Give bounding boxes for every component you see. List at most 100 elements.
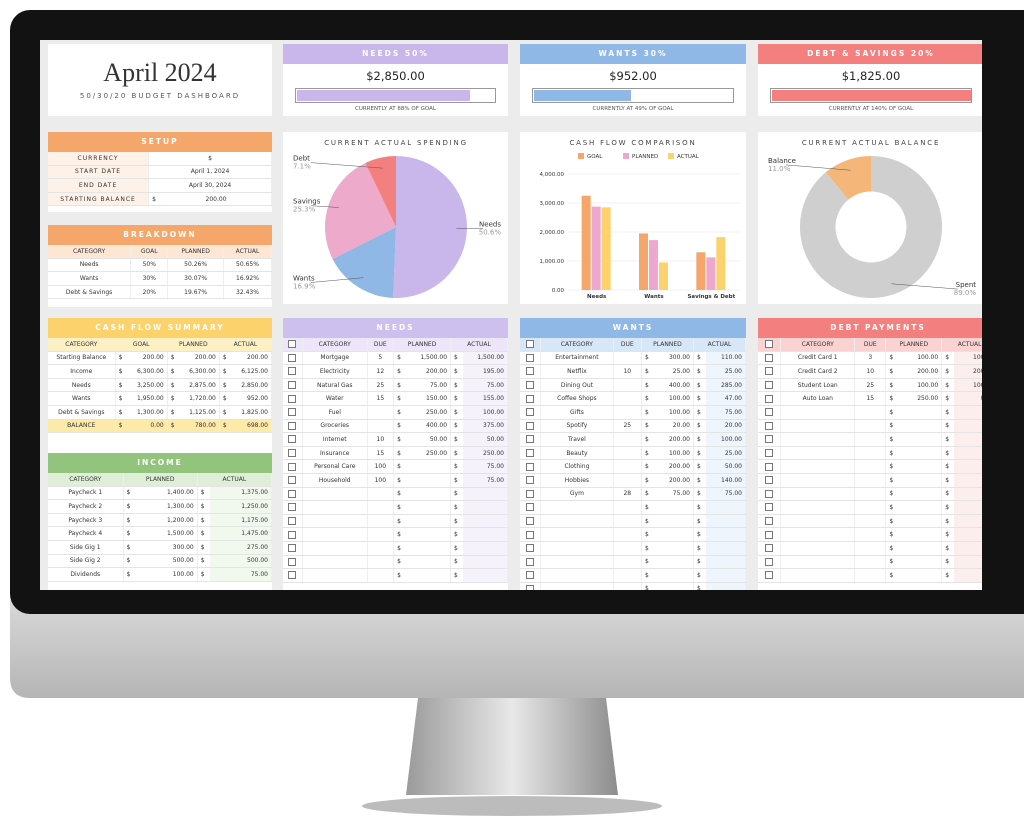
checkbox[interactable]: [765, 449, 774, 458]
checkbox[interactable]: [765, 462, 774, 471]
cell: [613, 568, 642, 583]
checkbox[interactable]: [288, 408, 297, 417]
cell: [780, 555, 856, 570]
checkbox[interactable]: [526, 517, 535, 526]
leader-line: [891, 283, 959, 290]
checkbox[interactable]: [288, 462, 297, 471]
checkbox[interactable]: [288, 557, 297, 566]
cell: 275.00: [209, 540, 272, 555]
cell: [705, 582, 746, 590]
cell: 32.43%: [223, 285, 272, 300]
checkbox[interactable]: [765, 530, 774, 539]
checkbox[interactable]: [288, 530, 297, 539]
currency: $: [885, 541, 899, 556]
cell: 50.00: [463, 432, 508, 447]
checkbox[interactable]: [526, 394, 535, 403]
currency: $: [941, 419, 955, 434]
currency: $: [123, 513, 136, 528]
checkbox[interactable]: [765, 435, 774, 444]
currency: $: [693, 514, 706, 529]
checkbox[interactable]: [526, 421, 535, 430]
currency: $: [941, 500, 955, 515]
cell: [406, 555, 452, 570]
checkbox[interactable]: [765, 517, 774, 526]
table-row: Dining Out $400.00 $285.00: [520, 378, 746, 393]
checkbox[interactable]: [288, 435, 297, 444]
checkbox[interactable]: [526, 435, 535, 444]
table-row: Income $6,300.00 $6,300.00 $6,125.00: [48, 364, 272, 379]
checkbox[interactable]: [526, 544, 535, 553]
column-header: CATEGORY: [780, 338, 856, 352]
slice-value: 25.3%: [293, 206, 316, 214]
progress-track: [532, 88, 734, 103]
legend-label: PLANNED: [632, 154, 658, 160]
checkbox[interactable]: [765, 421, 774, 430]
checkbox[interactable]: [765, 476, 774, 485]
checkbox[interactable]: [765, 489, 774, 498]
table-row: Paycheck 4 $1,500.00 $1,475.00: [48, 526, 272, 541]
cell: [898, 568, 943, 583]
cell: 250.00: [406, 405, 452, 420]
checkbox[interactable]: [765, 381, 774, 390]
slice: [800, 156, 942, 298]
checkbox[interactable]: [288, 449, 297, 458]
checkbox[interactable]: [526, 476, 535, 485]
currency: $: [693, 459, 706, 474]
cell: 25.00: [705, 446, 746, 461]
card-note: CURRENTLY AT 49% OF GOAL: [592, 106, 674, 112]
cell: 100.00: [135, 567, 198, 582]
checkbox[interactable]: [765, 408, 774, 417]
cell: 12: [367, 364, 395, 379]
checkbox[interactable]: [526, 489, 535, 498]
checkbox[interactable]: [526, 340, 535, 349]
checkbox[interactable]: [526, 584, 535, 590]
cell: 19.67%: [167, 285, 224, 300]
checkbox[interactable]: [765, 557, 774, 566]
checkbox[interactable]: [526, 530, 535, 539]
checkbox[interactable]: [526, 503, 535, 512]
checkbox[interactable]: [288, 571, 297, 580]
cell: Internet: [302, 432, 368, 447]
cell: 50.65%: [223, 258, 272, 273]
table-row: $ $: [758, 419, 982, 434]
checkbox[interactable]: [526, 353, 535, 362]
checkbox[interactable]: [288, 517, 297, 526]
checkbox[interactable]: [288, 476, 297, 485]
checkbox[interactable]: [288, 381, 297, 390]
checkbox[interactable]: [288, 544, 297, 553]
checkbox[interactable]: [526, 367, 535, 376]
checkbox[interactable]: [288, 353, 297, 362]
checkbox[interactable]: [526, 381, 535, 390]
checkbox[interactable]: [765, 503, 774, 512]
checkbox[interactable]: [288, 503, 297, 512]
checkbox[interactable]: [765, 367, 774, 376]
checkbox[interactable]: [526, 449, 535, 458]
slice-value: 7.1%: [293, 163, 311, 171]
checkbox[interactable]: [288, 489, 297, 498]
checkbox[interactable]: [288, 367, 297, 376]
cell: [302, 555, 368, 570]
column-header: PLANNED: [123, 473, 198, 487]
checkbox[interactable]: [765, 340, 774, 349]
cell: [854, 541, 887, 556]
cell: [705, 514, 746, 529]
currency: $: [885, 527, 899, 542]
checkbox[interactable]: [765, 394, 774, 403]
checkbox[interactable]: [765, 544, 774, 553]
checkbox[interactable]: [526, 462, 535, 471]
checkbox[interactable]: [526, 557, 535, 566]
checkbox[interactable]: [288, 394, 297, 403]
slice: [393, 156, 468, 298]
checkbox-cell: [520, 378, 542, 393]
checkbox[interactable]: [765, 571, 774, 580]
checkbox[interactable]: [288, 421, 297, 430]
column-header: PLANNED: [641, 338, 694, 352]
checkbox[interactable]: [526, 571, 535, 580]
checkbox[interactable]: [765, 353, 774, 362]
cell: [854, 405, 887, 420]
checkbox[interactable]: [526, 408, 535, 417]
checkbox[interactable]: [288, 340, 297, 349]
